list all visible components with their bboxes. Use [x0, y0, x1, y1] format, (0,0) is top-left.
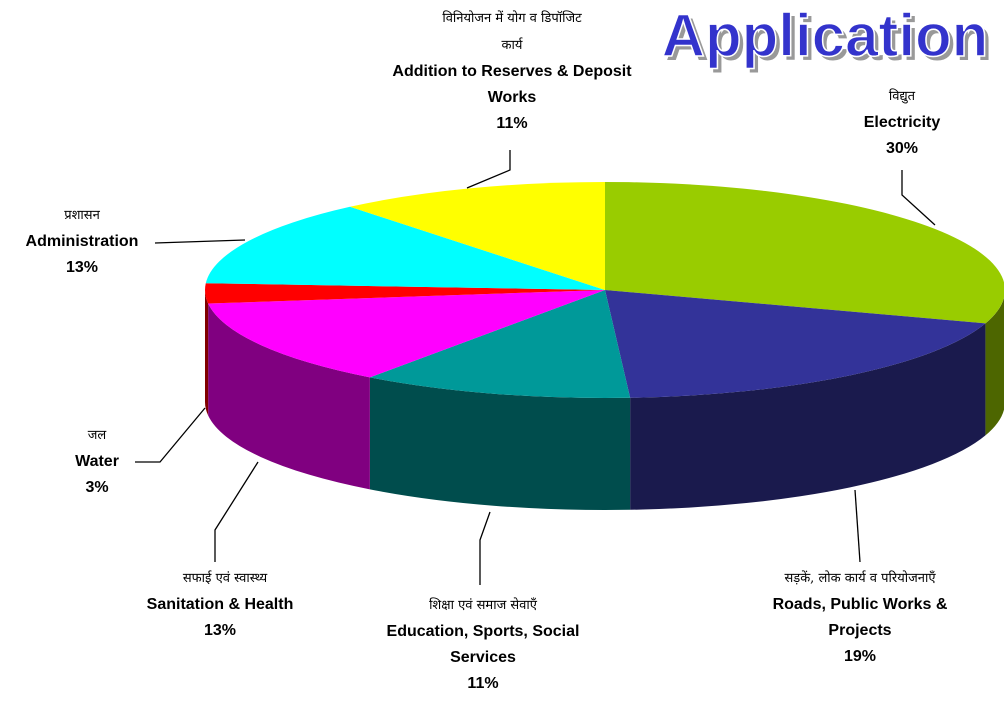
- label-english: Water: [75, 453, 119, 470]
- slice: [350, 182, 605, 290]
- slice: [205, 283, 605, 304]
- slice: [605, 182, 1004, 324]
- slice-side: [205, 290, 209, 416]
- slice-label: विद्युत Electricity 30%: [842, 83, 962, 162]
- value-label: 11%: [496, 115, 528, 132]
- pie-tops: [205, 182, 1004, 398]
- slice-side: [369, 377, 631, 511]
- label-english: Addition to Reserves & Deposit Works: [392, 63, 632, 106]
- label-hindi: सफाई एवं स्वास्थ्य: [182, 571, 268, 586]
- value-label: 13%: [203, 622, 237, 639]
- label-english: Education, Sports, Social Services: [386, 623, 580, 666]
- pie-sides: [205, 290, 1004, 511]
- slice-side: [985, 297, 1004, 436]
- chart-title: Application: [662, 2, 989, 69]
- label-hindi: सड़कें, लोक कार्य व परियोजनाएँ: [784, 571, 936, 586]
- value-label: 19%: [843, 648, 877, 665]
- value-label: 11%: [467, 675, 499, 692]
- slice-label: सफाई एवं स्वास्थ्य Sanitation & Health 13%: [140, 565, 300, 644]
- leader-line: [466, 150, 511, 189]
- leader-line: [479, 511, 491, 585]
- slice-label: जल Water 3%: [57, 422, 137, 501]
- value-label: 30%: [885, 140, 919, 157]
- label-hindi: प्रशासन: [64, 208, 100, 223]
- title-shadow: Application: [666, 6, 993, 73]
- value-label: 13%: [65, 259, 99, 276]
- slice-label: सड़कें, लोक कार्य व परियोजनाएँ Roads, Pub…: [745, 565, 975, 670]
- leader-line: [214, 461, 259, 562]
- leader-line: [854, 489, 861, 563]
- leader-line: [135, 407, 206, 463]
- slice-side: [208, 303, 370, 490]
- slice-label: विनियोजन में योग व डिपॉजिट कार्य Addition…: [392, 5, 632, 137]
- leader-line: [154, 239, 246, 244]
- slice: [369, 290, 631, 398]
- label-hindi: विनियोजन में योग व डिपॉजिट कार्य: [442, 11, 582, 53]
- label-hindi: शिक्षा एवं समाज सेवाएँ: [429, 598, 537, 613]
- leaders: [135, 150, 936, 585]
- slice-label: शिक्षा एवं समाज सेवाएँ Education, Sports,…: [355, 592, 611, 697]
- slice-side: [630, 323, 986, 510]
- label-english: Electricity: [863, 114, 941, 131]
- label-hindi: विद्युत: [888, 89, 916, 104]
- slice: [208, 290, 605, 378]
- slice: [605, 290, 986, 398]
- pie: [205, 182, 1004, 511]
- label-hindi: जल: [87, 428, 107, 443]
- slice-label: प्रशासन Administration 13%: [2, 202, 162, 281]
- label-english: Sanitation & Health: [146, 596, 294, 613]
- leader-line: [901, 170, 936, 226]
- slice: [205, 206, 605, 290]
- label-english: Administration: [25, 233, 139, 250]
- value-label: 3%: [85, 479, 109, 496]
- label-english: Roads, Public Works & Projects: [772, 596, 948, 639]
